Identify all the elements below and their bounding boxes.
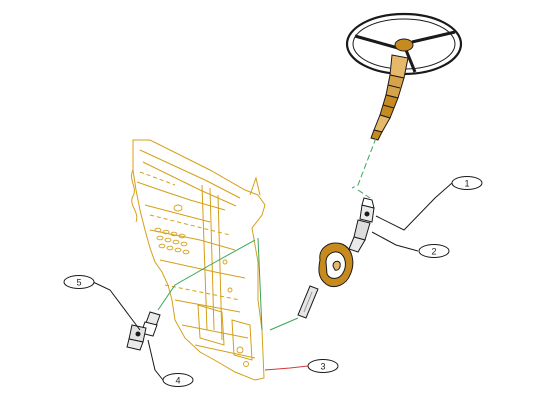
callout-5: 5 <box>63 275 95 289</box>
callout-4: 4 <box>162 373 194 387</box>
svg-text:1: 1 <box>464 179 469 189</box>
steering-wheel <box>345 12 463 76</box>
panel-centerline <box>157 237 299 331</box>
callout-1: 1 <box>451 176 483 190</box>
lower-universal-joint <box>126 311 161 351</box>
svg-text:5: 5 <box>76 278 81 288</box>
upper-universal-joint <box>348 197 375 253</box>
panel-vent-holes <box>154 204 249 367</box>
svg-text:4: 4 <box>175 376 180 386</box>
steering-column <box>370 54 409 141</box>
leader-4 <box>147 339 164 381</box>
leader-2 <box>371 231 419 252</box>
leader-1 <box>375 182 453 231</box>
dash-seal-boot <box>318 242 354 288</box>
leader-lines <box>92 182 453 381</box>
leader-3 <box>264 365 309 371</box>
callout-3: 3 <box>307 359 339 373</box>
callout-2: 2 <box>418 244 450 258</box>
svg-text:3: 3 <box>320 362 325 372</box>
dash-panel <box>131 139 266 381</box>
intermediate-shaft <box>297 285 319 319</box>
leader-5 <box>92 281 141 331</box>
svg-text:2: 2 <box>431 247 436 257</box>
shaft-centerline <box>351 137 377 199</box>
